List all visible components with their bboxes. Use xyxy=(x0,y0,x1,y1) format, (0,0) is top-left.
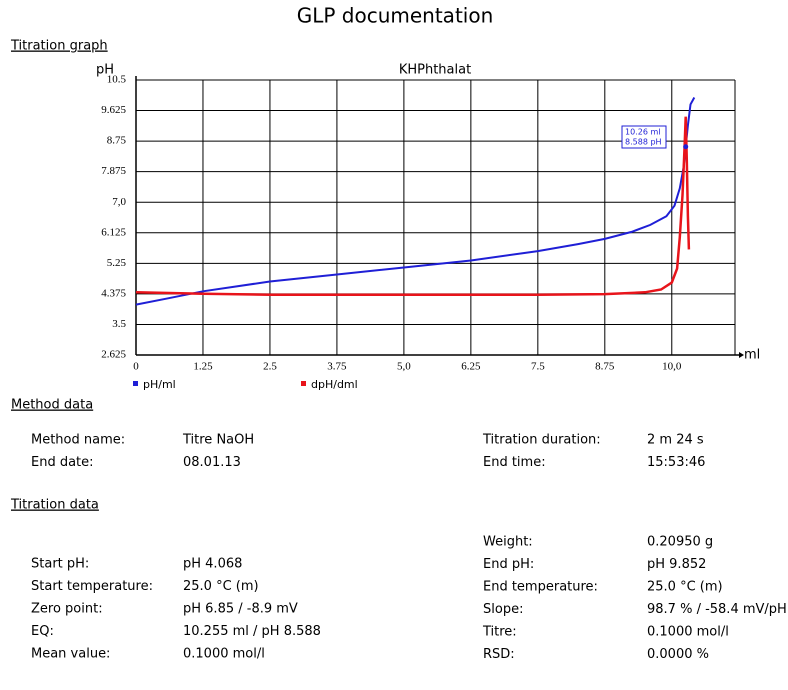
x-tick-label: 7.5 xyxy=(531,361,545,373)
field-label: End pH: xyxy=(483,557,534,572)
x-tick-label: 6.25 xyxy=(461,361,481,373)
x-tick-label: 8.75 xyxy=(595,361,615,373)
field-value: 0.20950 g xyxy=(647,535,713,550)
field-value: 0.1000 mol/l xyxy=(183,647,265,662)
y-tick-label: 4.375 xyxy=(101,287,126,299)
y-tick-label: 7,0 xyxy=(112,196,126,208)
section-title: Titration graph xyxy=(10,39,108,54)
y-tick-label: 8.75 xyxy=(107,135,127,147)
field-value: Titre NaOH xyxy=(182,433,254,448)
section-title: Method data xyxy=(11,398,93,413)
field-label: EQ: xyxy=(31,624,54,639)
field-label: RSD: xyxy=(483,647,515,662)
data-line xyxy=(135,116,691,297)
field-label: Titration duration: xyxy=(482,433,601,448)
field-label: Start temperature: xyxy=(31,579,153,594)
legend-swatch xyxy=(301,381,306,386)
x-tick-label: 3.75 xyxy=(327,361,347,373)
field-label: Slope: xyxy=(483,602,523,617)
field-label: Mean value: xyxy=(31,647,110,662)
field-value: 10.255 ml / pH 8.588 xyxy=(183,624,321,639)
x-axis-label: ml xyxy=(744,348,760,363)
y-tick-label: 3.5 xyxy=(112,318,126,330)
field-value: 0.1000 mol/l xyxy=(647,625,729,640)
field-label: Start pH: xyxy=(31,557,89,572)
y-tick-label: 7.875 xyxy=(101,165,126,177)
y-tick-label: 6.125 xyxy=(101,226,126,238)
annotation-text: 10.26 ml xyxy=(625,128,660,137)
field-value: 25.0 °C (m) xyxy=(647,580,723,595)
field-label: Weight: xyxy=(483,535,533,550)
field-value: 25.0 °C (m) xyxy=(183,579,259,594)
x-tick-label: 1.25 xyxy=(193,361,213,373)
x-tick-label: 0 xyxy=(133,361,139,373)
field-label: End date: xyxy=(31,455,94,470)
field-value: 15:53:46 xyxy=(647,455,705,470)
chart-title: KHPhthalat xyxy=(399,63,471,78)
legend-label: pH/ml xyxy=(143,378,176,391)
field-value: pH 6.85 / -8.9 mV xyxy=(183,602,298,617)
field-label: End temperature: xyxy=(483,580,598,595)
annotation-text: 8.588 pH xyxy=(625,138,662,147)
axis-arrow xyxy=(739,352,744,358)
x-tick-label: 10,0 xyxy=(662,361,682,373)
field-value: 0.0000 % xyxy=(647,647,709,662)
y-tick-label: 5.25 xyxy=(107,257,127,269)
y-tick-label: 10.5 xyxy=(107,74,127,86)
legend-swatch xyxy=(133,381,138,386)
x-tick-label: 2.5 xyxy=(263,361,277,373)
page-title: GLP documentation xyxy=(297,4,494,28)
data-line xyxy=(135,97,696,306)
field-value: 98.7 % / -58.4 mV/pH xyxy=(647,602,787,617)
field-label: End time: xyxy=(483,455,546,470)
field-label: Zero point: xyxy=(31,602,103,617)
x-tick-label: 5,0 xyxy=(397,361,411,373)
field-value: pH 9.852 xyxy=(647,557,706,572)
y-tick-label: 2.625 xyxy=(101,349,126,361)
field-value: 08.01.13 xyxy=(183,455,241,470)
y-tick-label: 9.625 xyxy=(101,104,126,116)
field-value: 2 m 24 s xyxy=(647,433,704,448)
field-label: Titre: xyxy=(482,625,517,640)
annotation-point xyxy=(683,144,689,150)
annotation-box xyxy=(621,125,667,149)
section-title: Titration data xyxy=(10,498,99,513)
field-value: pH 4.068 xyxy=(183,557,242,572)
legend-label: dpH/dml xyxy=(311,378,358,391)
field-label: Method name: xyxy=(31,433,125,448)
y-axis-label: pH xyxy=(96,63,114,78)
